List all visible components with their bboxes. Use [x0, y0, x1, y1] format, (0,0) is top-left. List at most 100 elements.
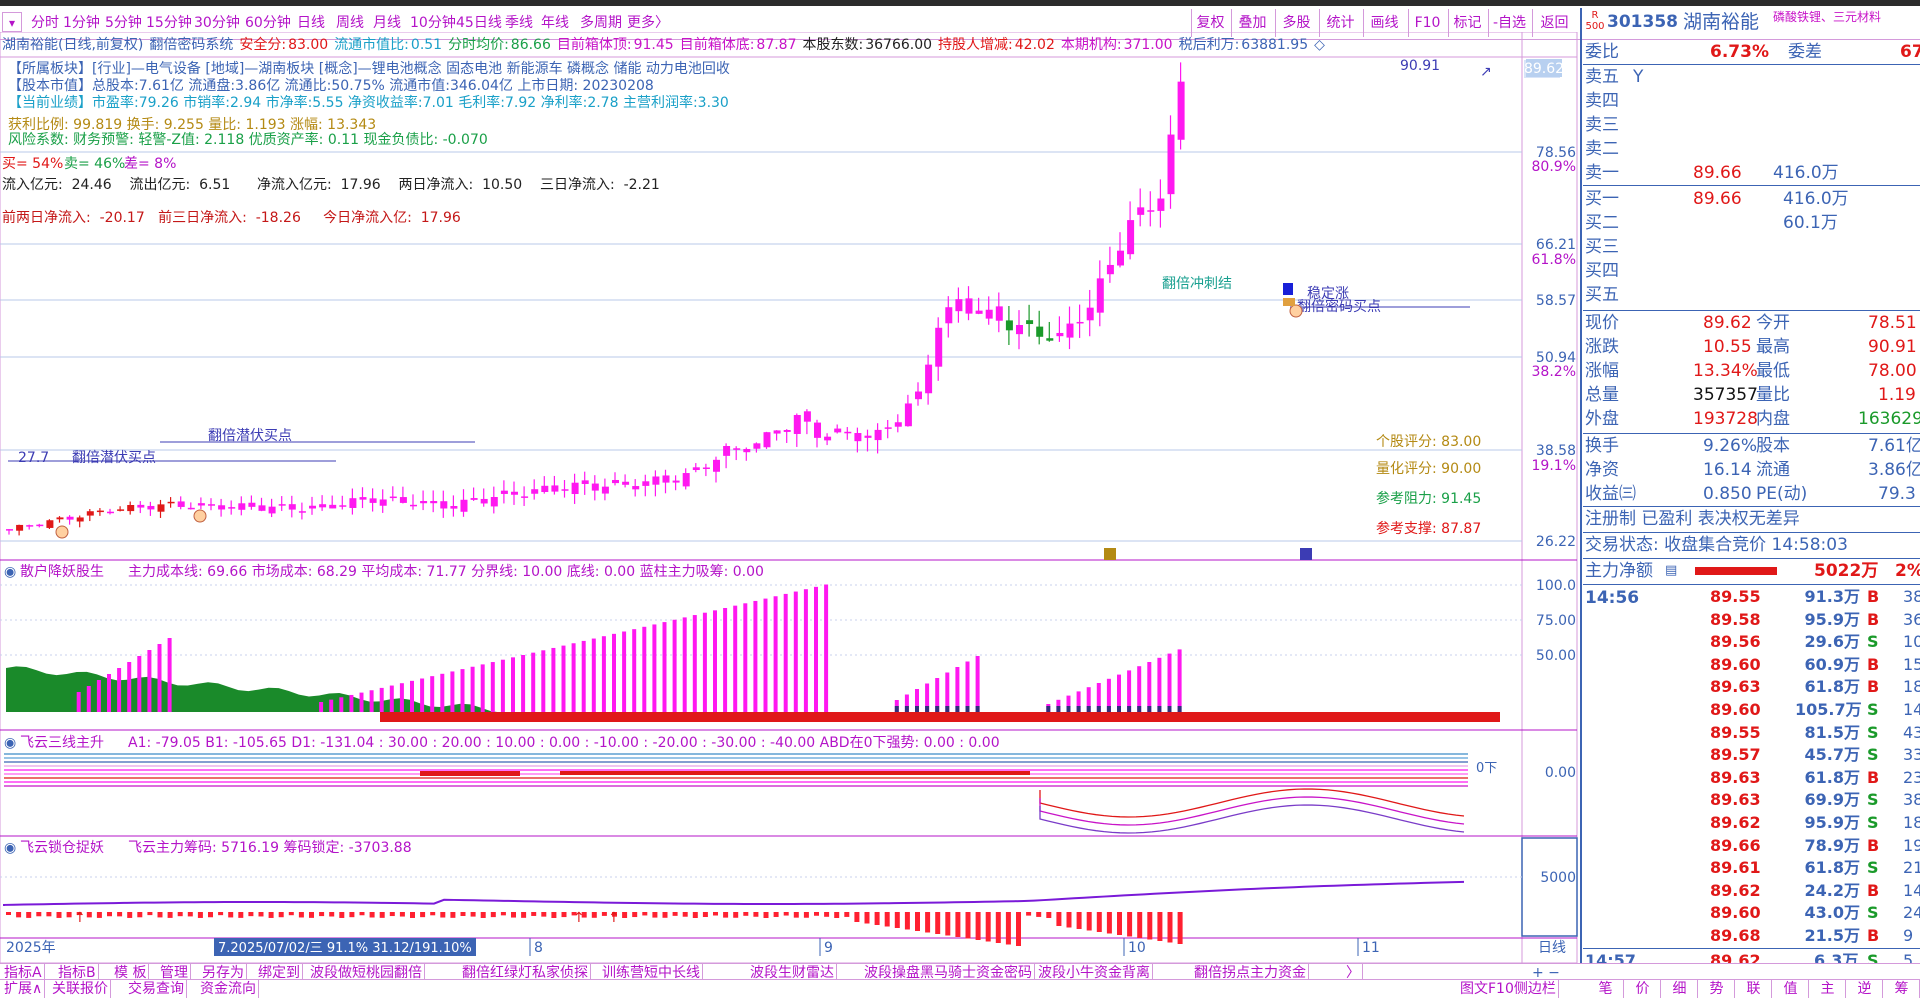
ind1-bar-base [1117, 706, 1121, 712]
tool-button-5[interactable]: F10 [1408, 9, 1446, 37]
indicator-tab-0[interactable]: 指标A [2, 964, 45, 982]
period-14[interactable]: 更多〉 [627, 15, 669, 31]
chart-area[interactable]: 90.91 78.56 66.21 58.57 50.94 38.58 26.22 80.9%… [0, 31, 1578, 964]
arrow-icon: ↗ [1480, 64, 1492, 80]
period-1[interactable]: 1分钟 [63, 15, 100, 31]
candle-body [329, 504, 337, 509]
ind1-axis-1: 75.00 [1536, 613, 1576, 629]
ind3-bar [904, 912, 910, 930]
tick-count: 14 [1903, 880, 1920, 900]
zoom-controls[interactable]: + − [1532, 965, 1560, 981]
net-label: 主力净额 [1585, 561, 1653, 581]
period-12[interactable]: 年线 [541, 15, 569, 31]
indicator-tab-8[interactable]: 训练营短中长线 [600, 964, 703, 982]
indicator-tab-2[interactable]: 模 板 [112, 964, 150, 982]
tool-button-2[interactable]: 多股 [1275, 9, 1317, 37]
period-0[interactable]: 分时 [31, 15, 59, 31]
ind3-collapse-icon[interactable]: ◉ [4, 840, 16, 856]
tool-button-1[interactable]: 叠加 [1231, 9, 1273, 37]
candle-body [480, 498, 488, 504]
quote-tab-0[interactable]: 笔 [1588, 980, 1624, 998]
quote-tab-1[interactable]: 价 [1625, 980, 1661, 998]
quote-tab-8[interactable]: 筹 [1884, 980, 1920, 998]
xaxis-year: 2025年 [6, 940, 56, 956]
chart-marker-1: 翻倍潜伏买点 [72, 450, 156, 466]
period-2[interactable]: 5分钟 [105, 15, 142, 31]
ind3-bar [430, 912, 436, 916]
period-10[interactable]: 45日线 [456, 15, 502, 31]
ind3-bar [268, 912, 274, 918]
candle-body [339, 505, 347, 507]
quote-tab-2[interactable]: 细 [1662, 980, 1698, 998]
indicator-tab-6[interactable]: 波段做短桃园翻倍 [308, 964, 425, 982]
indicator-tab-7[interactable]: 翻倍红绿灯私家侦探 [460, 964, 591, 982]
stat-label-b: 内盘 [1756, 409, 1790, 429]
extension-tab-2[interactable]: 交易查询 [126, 980, 187, 998]
ind1-bar [147, 650, 152, 712]
tick-price: 89.63 [1710, 790, 1761, 810]
tick-side: B [1867, 677, 1880, 697]
ind1-bar [420, 678, 425, 712]
period-8[interactable]: 月线 [373, 15, 401, 31]
indicator-tab-1[interactable]: 指标B [56, 964, 99, 982]
candle-body [662, 475, 670, 483]
ind1-bar [339, 697, 344, 712]
stat-value-b: 90.91 [1868, 337, 1917, 357]
period-13[interactable]: 多周期 [580, 15, 622, 31]
candle-body [642, 481, 650, 486]
ind2-collapse-icon[interactable]: ◉ [4, 735, 16, 751]
tool-button-6[interactable]: 标记 [1448, 9, 1486, 37]
extension-tab-0[interactable]: 扩展∧ [2, 980, 46, 998]
candle-body [248, 502, 256, 507]
period-4[interactable]: 30分钟 [194, 15, 240, 31]
extension-tab-1[interactable]: 关联报价 [50, 980, 111, 998]
period-7[interactable]: 周线 [336, 15, 364, 31]
tool-button-3[interactable]: 统计 [1319, 9, 1361, 37]
tick-price: 89.66 [1710, 835, 1761, 855]
period-9[interactable]: 10分钟 [410, 15, 456, 31]
period-3[interactable]: 15分钟 [146, 15, 192, 31]
ask-label: 卖四 [1585, 91, 1619, 111]
quote-tab-6[interactable]: 主 [1810, 980, 1846, 998]
current-price-label: 89.62 [1524, 61, 1564, 77]
ind1-bar [389, 685, 394, 712]
ind1-collapse-icon[interactable]: ◉ [4, 564, 16, 580]
period-11[interactable]: 季线 [505, 15, 533, 31]
tool-button-8[interactable]: 返回 [1532, 9, 1576, 37]
indicator-tab-12[interactable]: 翻倍拐点主力资金 [1192, 964, 1309, 982]
candle-body [490, 497, 498, 507]
ind2-values: A1: -79.05 B1: -105.65 D1: -131.04 : 30.… [128, 735, 1000, 751]
indicator-tab-3[interactable]: 管理 [158, 964, 191, 982]
period-5[interactable]: 60分钟 [245, 15, 291, 31]
indicator-tab-10[interactable]: 波段操盘黑马骑士资金密码 [862, 964, 1035, 982]
ind2-line-0 [1039, 788, 1465, 818]
xaxis-period[interactable]: 日线 [1538, 940, 1566, 956]
indicator-tab-13[interactable]: 〉 [1344, 964, 1363, 982]
quote-tab-4[interactable]: 联 [1736, 980, 1772, 998]
indicator-tab-4[interactable]: 另存为 [200, 964, 247, 982]
ind1-bar-base [935, 706, 940, 712]
indicator-tab-11[interactable]: 波段小牛资金背离 [1036, 964, 1153, 982]
ind3-bar [1005, 912, 1011, 945]
tool-button-0[interactable]: 复权 [1191, 9, 1229, 37]
quote-tab-7[interactable]: 逆 [1847, 980, 1883, 998]
ind1-bar [581, 640, 586, 712]
ind1-bar [359, 692, 364, 712]
quote-tab-5[interactable]: 值 [1773, 980, 1809, 998]
tool-button-4[interactable]: 画线 [1363, 9, 1405, 37]
tool-button-7[interactable]: -自选 [1488, 9, 1530, 37]
kline-svg[interactable]: 90.91 78.56 66.21 58.57 50.94 38.58 26.22 80.9%… [0, 31, 1578, 964]
ind3-bar [460, 912, 466, 917]
period-6[interactable]: 日线 [297, 15, 325, 31]
indicator-tab-9[interactable]: 波段生财雷达 [748, 964, 837, 982]
dropdown-icon[interactable]: ▾ [2, 12, 22, 32]
candle-body [86, 511, 94, 516]
collapse-icon[interactable]: ◇ [1314, 37, 1325, 53]
stock-line4: 获利比例: 99.819 换手: 9.255 量比: 1.193 涨幅: 13.… [8, 117, 377, 133]
tick-price: 89.60 [1710, 700, 1761, 719]
quote-tab-3[interactable]: 势 [1699, 980, 1735, 998]
extension-tab-3[interactable]: 资金流向 [198, 980, 259, 998]
indicator-tab-5[interactable]: 绑定到 [256, 964, 303, 982]
f10-sidebar-tab[interactable]: 图文F10侧边栏 [1458, 980, 1559, 998]
score-line-3: 参考支撑: 87.87 [1376, 520, 1481, 537]
